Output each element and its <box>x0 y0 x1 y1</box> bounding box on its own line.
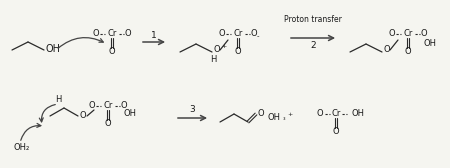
Text: Cr: Cr <box>107 30 117 38</box>
Text: O: O <box>80 112 86 120</box>
Text: O: O <box>235 48 241 56</box>
Text: O: O <box>383 46 390 54</box>
Text: O: O <box>405 48 411 56</box>
Text: O: O <box>109 48 115 56</box>
Text: OH₂: OH₂ <box>14 143 30 153</box>
Text: O: O <box>121 101 127 111</box>
Text: O: O <box>214 46 220 54</box>
Text: +: + <box>221 44 226 49</box>
Text: OH: OH <box>352 110 365 118</box>
Text: -: - <box>257 33 260 39</box>
Text: OH: OH <box>268 114 281 122</box>
Text: Cr: Cr <box>403 30 413 38</box>
Text: Cr: Cr <box>331 110 341 118</box>
Text: 2: 2 <box>310 41 316 51</box>
Text: O: O <box>125 30 131 38</box>
Text: Cr: Cr <box>233 30 243 38</box>
Text: O: O <box>421 30 427 38</box>
Text: 1: 1 <box>151 31 157 39</box>
Text: ₃: ₃ <box>283 116 285 120</box>
Text: O: O <box>317 110 323 118</box>
Text: O: O <box>389 30 395 38</box>
Text: OH: OH <box>45 44 60 54</box>
Text: H: H <box>55 95 61 104</box>
Text: Cr: Cr <box>104 101 112 111</box>
Text: O: O <box>219 30 225 38</box>
Text: O: O <box>257 109 264 117</box>
Text: H: H <box>210 55 216 65</box>
Text: O: O <box>93 30 99 38</box>
Text: OH: OH <box>423 39 436 49</box>
Text: O: O <box>105 119 111 129</box>
Text: 3: 3 <box>189 106 195 115</box>
Text: Proton transfer: Proton transfer <box>284 15 342 25</box>
Text: OH: OH <box>123 110 136 118</box>
Text: O: O <box>89 101 95 111</box>
Text: O: O <box>251 30 257 38</box>
Text: +: + <box>287 113 292 117</box>
Text: O: O <box>333 128 339 136</box>
